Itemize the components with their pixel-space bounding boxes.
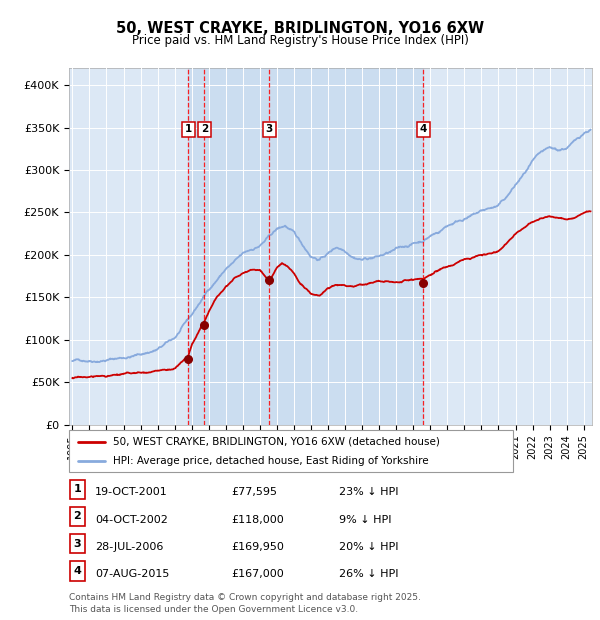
Text: 04-OCT-2002: 04-OCT-2002 bbox=[95, 515, 167, 525]
Text: 9% ↓ HPI: 9% ↓ HPI bbox=[339, 515, 391, 525]
Text: 28-JUL-2006: 28-JUL-2006 bbox=[95, 542, 163, 552]
Text: £169,950: £169,950 bbox=[231, 542, 284, 552]
Text: £167,000: £167,000 bbox=[231, 569, 284, 579]
Text: Price paid vs. HM Land Registry's House Price Index (HPI): Price paid vs. HM Land Registry's House … bbox=[131, 35, 469, 47]
Text: 2: 2 bbox=[201, 125, 208, 135]
Text: 4: 4 bbox=[420, 125, 427, 135]
FancyBboxPatch shape bbox=[70, 534, 85, 553]
Text: 23% ↓ HPI: 23% ↓ HPI bbox=[339, 487, 398, 497]
Text: £118,000: £118,000 bbox=[231, 515, 284, 525]
Text: Contains HM Land Registry data © Crown copyright and database right 2025.
This d: Contains HM Land Registry data © Crown c… bbox=[69, 593, 421, 614]
Text: 50, WEST CRAYKE, BRIDLINGTON, YO16 6XW (detached house): 50, WEST CRAYKE, BRIDLINGTON, YO16 6XW (… bbox=[113, 436, 440, 446]
Text: 07-AUG-2015: 07-AUG-2015 bbox=[95, 569, 169, 579]
Text: 26% ↓ HPI: 26% ↓ HPI bbox=[339, 569, 398, 579]
Text: 1: 1 bbox=[74, 484, 81, 494]
FancyBboxPatch shape bbox=[70, 507, 85, 526]
FancyBboxPatch shape bbox=[70, 480, 85, 498]
Bar bbox=[188, 68, 424, 425]
Text: 19-OCT-2001: 19-OCT-2001 bbox=[95, 487, 167, 497]
Text: 4: 4 bbox=[73, 566, 82, 576]
Text: 3: 3 bbox=[74, 539, 81, 549]
Text: HPI: Average price, detached house, East Riding of Yorkshire: HPI: Average price, detached house, East… bbox=[113, 456, 429, 466]
FancyBboxPatch shape bbox=[69, 430, 513, 472]
Text: 2: 2 bbox=[74, 512, 81, 521]
Text: 50, WEST CRAYKE, BRIDLINGTON, YO16 6XW: 50, WEST CRAYKE, BRIDLINGTON, YO16 6XW bbox=[116, 21, 484, 36]
Text: 1: 1 bbox=[185, 125, 192, 135]
FancyBboxPatch shape bbox=[70, 562, 85, 580]
Text: 20% ↓ HPI: 20% ↓ HPI bbox=[339, 542, 398, 552]
Text: 3: 3 bbox=[266, 125, 273, 135]
Text: £77,595: £77,595 bbox=[231, 487, 277, 497]
